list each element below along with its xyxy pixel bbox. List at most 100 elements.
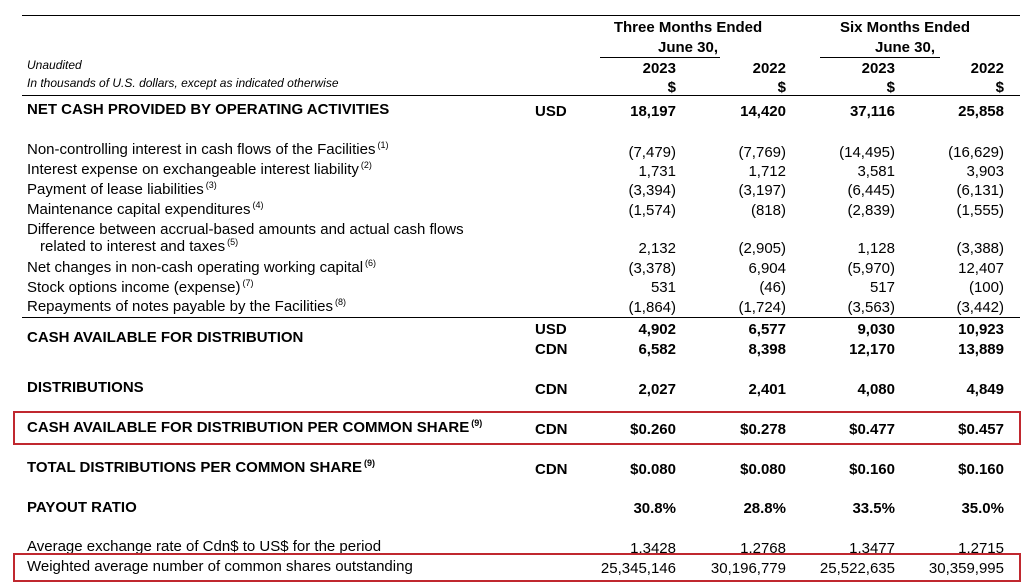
row-label: CASH AVAILABLE FOR DISTRIBUTION [27, 329, 304, 346]
row-value: 10,923 [958, 321, 1004, 338]
shares-outstanding-highlight [13, 553, 1021, 582]
row-value: 25,858 [958, 103, 1004, 120]
unaudited-label: Unaudited [27, 58, 82, 72]
row-value: 1,731 [638, 163, 676, 180]
row-value: (7,479) [628, 144, 676, 161]
row-value: 3,903 [966, 163, 1004, 180]
row-value: (3,442) [956, 299, 1004, 316]
row-value: (1,555) [956, 202, 1004, 219]
row-value: 531 [650, 279, 676, 296]
row-value: $0.477 [849, 421, 895, 438]
row-value: (818) [750, 202, 786, 219]
currency-col-4: $ [995, 79, 1004, 96]
row-value: 6,577 [748, 321, 786, 338]
row-value: (1,864) [628, 299, 676, 316]
row-value: 1,128 [857, 240, 895, 257]
row-label: Non-controlling interest in cash flows o… [27, 140, 389, 159]
units-note: In thousands of U.S. dollars, except as … [27, 76, 339, 90]
row-value: 12,407 [958, 260, 1004, 277]
row-value: 4,902 [638, 321, 676, 338]
row-value: $0.160 [849, 461, 895, 478]
row-label: Payment of lease liabilities (3) [27, 180, 217, 199]
row-value: 1.3428 [630, 540, 676, 557]
row-value: (3,394) [628, 182, 676, 199]
footnote-ref: (3) [205, 180, 217, 190]
row-value: 2,027 [638, 381, 676, 398]
row-value: (3,563) [847, 299, 895, 316]
row-value: 2,132 [638, 240, 676, 257]
footnote-ref: (5) [227, 237, 239, 247]
footnote-ref: (6) [365, 258, 377, 268]
row-value: 13,889 [958, 341, 1004, 358]
row-value: 25,522,635 [819, 560, 895, 577]
row-value: 33.5% [852, 500, 895, 517]
top-rule [22, 15, 1020, 16]
row-value: $0.260 [630, 421, 676, 438]
row-currency: CDN [535, 461, 568, 478]
year-col-3: 2023 [861, 60, 895, 77]
row-value: (3,388) [956, 240, 1004, 257]
cafd-per-share-highlight [13, 411, 1021, 445]
row-value: (3,197) [738, 182, 786, 199]
six-months-heading: Six Months Ended [839, 19, 970, 36]
row-value: 1.2715 [958, 540, 1004, 557]
row-label: Difference between accrual-based amounts… [27, 221, 464, 238]
row-value: 6,582 [638, 341, 676, 358]
row-label: CASH AVAILABLE FOR DISTRIBUTION PER COMM… [27, 418, 483, 437]
row-value: $0.457 [958, 421, 1004, 438]
footnote-ref: (4) [252, 200, 264, 210]
row-value: $0.278 [740, 421, 786, 438]
row-label: TOTAL DISTRIBUTIONS PER COMMON SHARE (9) [27, 458, 376, 477]
row-value: (1,574) [628, 202, 676, 219]
row-label-continued: related to interest and taxes (5) [40, 237, 239, 256]
row-label: Weighted average number of common shares… [27, 558, 413, 575]
row-label: NET CASH PROVIDED BY OPERATING ACTIVITIE… [27, 101, 390, 118]
row-value: $0.080 [630, 461, 676, 478]
row-value: 1.3477 [849, 540, 895, 557]
row-currency: CDN [535, 421, 568, 438]
row-label: Repayments of notes payable by the Facil… [27, 297, 346, 316]
row-value: 4,080 [857, 381, 895, 398]
row-value: (2,905) [738, 240, 786, 257]
row-label: Net changes in non-cash operating workin… [27, 258, 377, 277]
row-value: 12,170 [849, 341, 895, 358]
footnote-ref: (9) [364, 458, 376, 468]
row-value: 30,359,995 [928, 560, 1004, 577]
row-label: PAYOUT RATIO [27, 499, 137, 516]
row-value: (7,769) [738, 144, 786, 161]
footnote-ref: (8) [335, 297, 346, 307]
currency-col-2: $ [777, 79, 786, 96]
row-value: 30,196,779 [710, 560, 786, 577]
row-currency: USD [535, 321, 567, 338]
footnote-ref: (2) [360, 160, 372, 170]
three-months-date: June 30, [657, 39, 719, 56]
row-value: (46) [759, 279, 786, 296]
header-bottom-rule [22, 95, 1020, 96]
row-label: Interest expense on exchangeable interes… [27, 160, 372, 179]
row-value: 2,401 [748, 381, 786, 398]
footnote-ref: (1) [377, 140, 389, 150]
row-value: 3,581 [857, 163, 895, 180]
row-value: (5,970) [847, 260, 895, 277]
row-value: 1.2768 [740, 540, 786, 557]
row-value: 8,398 [748, 341, 786, 358]
row-value: 25,345,146 [600, 560, 676, 577]
row-value: 37,116 [849, 103, 895, 120]
row-currency: USD [535, 103, 567, 120]
row-value: 4,849 [966, 381, 1004, 398]
year-col-4: 2022 [970, 60, 1004, 77]
row-value: (14,495) [839, 144, 895, 161]
footnote-ref: (7) [242, 278, 254, 288]
row-value: 14,420 [740, 103, 786, 120]
row-label: Stock options income (expense) (7) [27, 278, 254, 297]
year-col-1: 2023 [642, 60, 676, 77]
row-value: (1,724) [738, 299, 786, 316]
year-col-2: 2022 [752, 60, 786, 77]
row-currency: CDN [535, 381, 568, 398]
row-label: DISTRIBUTIONS [27, 379, 144, 396]
row-currency: CDN [535, 341, 568, 358]
row-value: 35.0% [961, 500, 1004, 517]
row-value: 9,030 [857, 321, 895, 338]
footnote-ref: (9) [471, 418, 483, 428]
row-value: 28.8% [743, 500, 786, 517]
